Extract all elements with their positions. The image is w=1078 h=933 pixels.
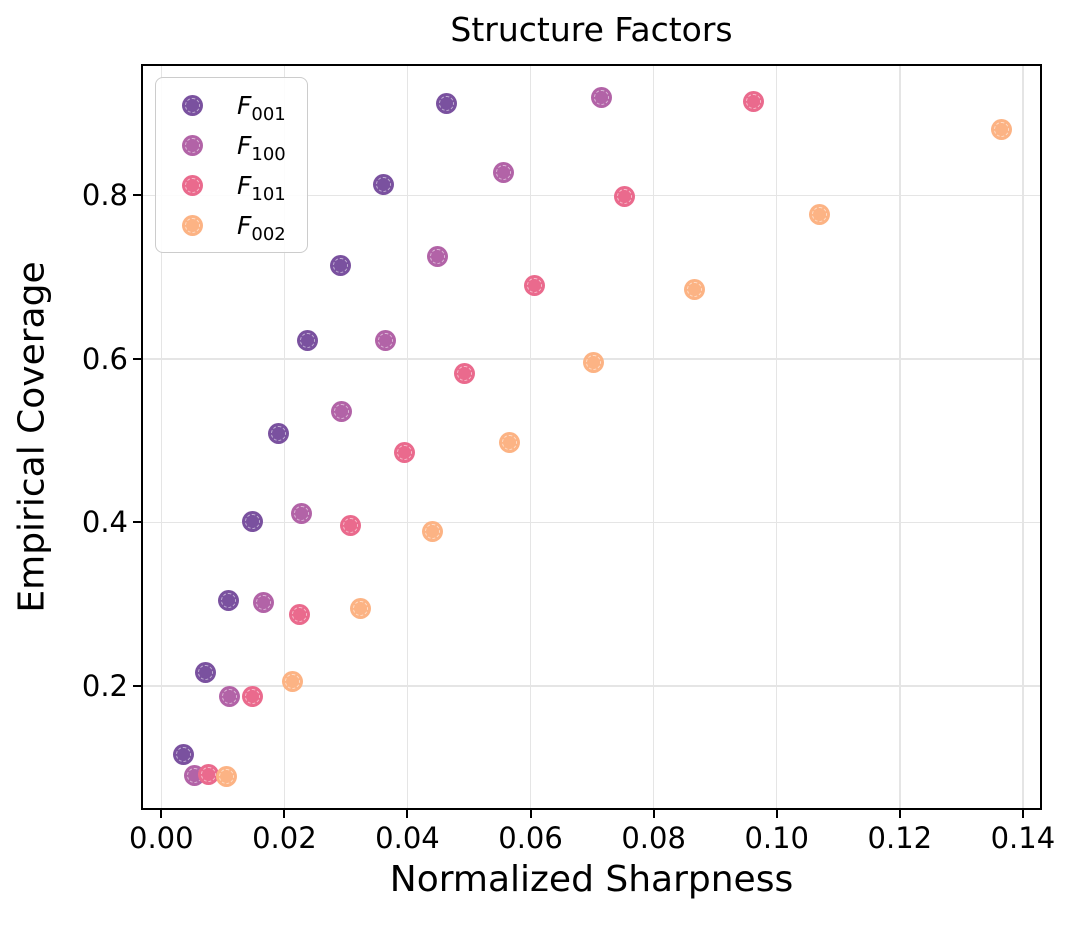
y-gridline	[141, 194, 1042, 197]
x-gridline	[406, 64, 409, 810]
data-point-F_101	[393, 441, 415, 463]
data-point-F_002	[421, 520, 443, 542]
legend-marker-F_002	[182, 214, 203, 236]
y-tickmark	[133, 357, 141, 360]
data-point-F_002	[991, 119, 1013, 141]
y-gridline	[141, 521, 1042, 524]
data-point-F_101	[743, 90, 765, 112]
x-gridline	[160, 64, 163, 810]
data-point-F_101	[453, 363, 475, 385]
x-gridline	[775, 64, 778, 810]
data-point-F_100	[374, 330, 396, 352]
x-tick-label: 0.12	[867, 821, 933, 855]
x-tickmark	[160, 810, 163, 818]
plot-spine-bottom	[141, 808, 1042, 810]
plot-spine-left	[141, 64, 143, 810]
data-point-F_001	[267, 422, 289, 444]
y-axis-label: Empirical Coverage	[11, 261, 53, 613]
legend: F001 F100 F101 F002	[155, 77, 308, 253]
x-tickmark	[1021, 810, 1024, 818]
legend-marker-F_001	[182, 94, 203, 116]
data-point-F_001	[329, 255, 351, 277]
plot-spine-right	[1040, 64, 1042, 810]
x-gridline	[652, 64, 655, 810]
data-point-F_002	[683, 278, 705, 300]
data-point-F_100	[426, 246, 448, 268]
data-point-F_001	[372, 174, 394, 196]
x-tickmark	[775, 810, 778, 818]
data-point-F_002	[281, 670, 303, 692]
data-point-F_002	[808, 204, 830, 226]
x-tick-label: 0.00	[129, 821, 194, 855]
x-gridline	[1022, 64, 1024, 810]
legend-item-F_100: F100	[156, 125, 307, 165]
legend-label-F_101: F101	[237, 170, 286, 205]
legend-label-F_001: F001	[237, 90, 286, 125]
y-gridline	[141, 685, 1042, 687]
data-point-F_100	[590, 87, 612, 109]
data-point-F_101	[288, 604, 310, 626]
legend-marker-F_101	[182, 174, 203, 196]
x-gridline	[529, 64, 532, 810]
data-point-F_101	[613, 185, 635, 207]
data-point-F_002	[583, 351, 605, 373]
legend-label-F_100: F100	[237, 130, 286, 165]
x-tick-label: 0.14	[990, 821, 1056, 855]
x-tickmark	[529, 810, 532, 818]
data-point-F_100	[290, 502, 312, 524]
y-tick-label: 0.4	[81, 505, 128, 540]
y-tickmark	[133, 194, 141, 197]
legend-label-F_002: F002	[237, 210, 286, 245]
data-point-F_002	[349, 597, 371, 619]
x-tick-label: 0.04	[375, 821, 440, 855]
y-tick-label: 0.2	[81, 669, 128, 704]
data-point-F_101	[241, 686, 263, 708]
plot-area: F001 F100 F101 F002	[141, 64, 1042, 810]
y-tickmark	[133, 521, 141, 524]
data-point-F_002	[498, 431, 520, 453]
legend-marker-F_100	[182, 134, 203, 156]
x-tickmark	[898, 810, 901, 818]
x-gridline	[899, 64, 901, 810]
data-point-F_001	[241, 511, 263, 533]
plot-spine-top	[141, 64, 1042, 66]
x-tick-label: 0.10	[744, 821, 810, 855]
data-point-F_002	[216, 765, 238, 787]
x-tick-label: 0.06	[498, 821, 563, 855]
x-tick-label: 0.08	[621, 821, 686, 855]
x-axis-label: Normalized Sharpness	[389, 859, 794, 900]
data-point-F_001	[217, 589, 239, 611]
legend-item-F_002: F002	[156, 205, 307, 245]
data-point-F_100	[252, 592, 274, 614]
data-point-F_001	[172, 744, 194, 766]
data-point-F_101	[339, 515, 361, 537]
x-tick-label: 0.02	[252, 821, 317, 855]
y-tick-label: 0.8	[81, 178, 128, 213]
data-point-F_100	[492, 161, 514, 183]
x-tickmark	[652, 810, 655, 818]
data-point-F_101	[524, 274, 546, 296]
data-point-F_101	[197, 763, 219, 785]
legend-item-F_001: F001	[156, 85, 307, 125]
data-point-F_100	[218, 686, 240, 708]
x-tickmark	[406, 810, 409, 818]
data-point-F_001	[435, 93, 457, 115]
legend-item-F_101: F101	[156, 165, 307, 205]
data-point-F_001	[194, 662, 216, 684]
y-tick-label: 0.6	[81, 341, 128, 376]
x-tickmark	[283, 810, 286, 818]
data-point-F_100	[330, 400, 352, 422]
data-point-F_001	[296, 330, 318, 352]
chart-title: Structure Factors	[450, 10, 733, 49]
y-tickmark	[133, 685, 141, 688]
